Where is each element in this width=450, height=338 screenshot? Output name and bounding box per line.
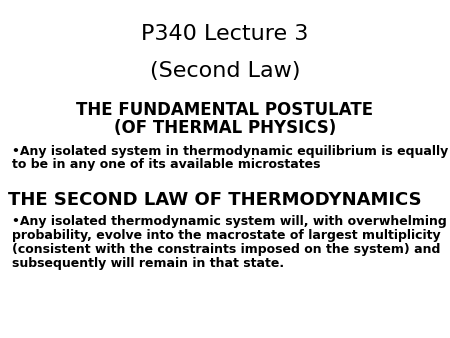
Text: subsequently will remain in that state.: subsequently will remain in that state. (12, 257, 284, 270)
Text: THE SECOND LAW OF THERMODYNAMICS: THE SECOND LAW OF THERMODYNAMICS (8, 191, 422, 209)
Text: (Second Law): (Second Law) (150, 61, 300, 81)
Text: THE FUNDAMENTAL POSTULATE: THE FUNDAMENTAL POSTULATE (76, 101, 373, 119)
Text: (OF THERMAL PHYSICS): (OF THERMAL PHYSICS) (114, 119, 336, 137)
Text: (consistent with the constraints imposed on the system) and: (consistent with the constraints imposed… (12, 243, 441, 256)
Text: •Any isolated system in thermodynamic equilibrium is equally likely: •Any isolated system in thermodynamic eq… (12, 145, 450, 158)
Text: •Any isolated thermodynamic system will, with overwhelming: •Any isolated thermodynamic system will,… (12, 215, 447, 227)
Text: to be in any one of its available microstates: to be in any one of its available micros… (12, 158, 320, 171)
Text: probability, evolve into the macrostate of largest multiplicity: probability, evolve into the macrostate … (12, 228, 441, 242)
Text: P340 Lecture 3: P340 Lecture 3 (141, 24, 309, 44)
